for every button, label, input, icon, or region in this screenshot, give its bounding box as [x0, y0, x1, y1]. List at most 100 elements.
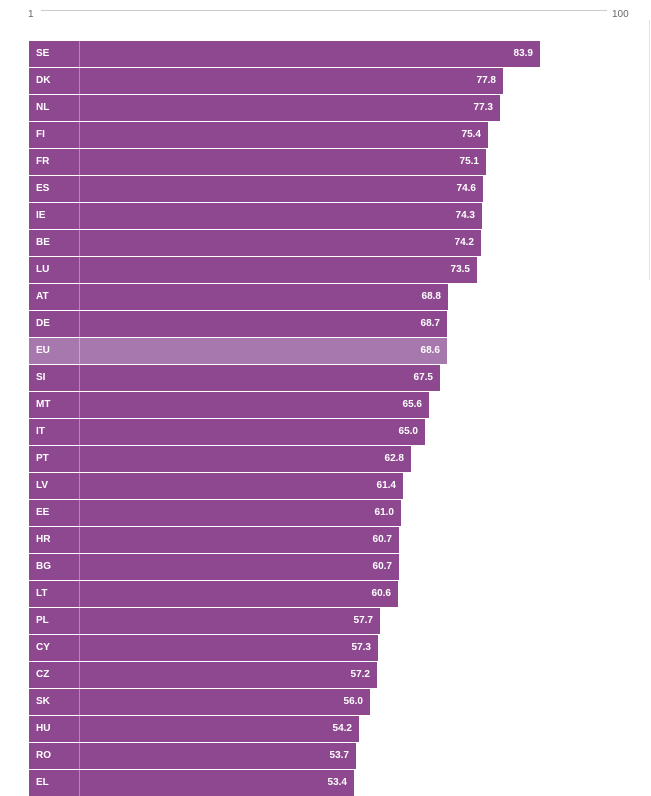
bar: MT 65.6 — [29, 392, 429, 418]
label-separator — [79, 716, 80, 742]
value-label: 74.6 — [456, 183, 476, 194]
category-label: HU — [36, 723, 51, 734]
category-label: IT — [36, 426, 45, 437]
category-label: PT — [36, 453, 49, 464]
value-label: 65.6 — [402, 399, 422, 410]
label-separator — [79, 419, 80, 445]
bar: LT 60.6 — [29, 581, 398, 607]
category-label: FI — [36, 129, 45, 140]
label-separator — [79, 176, 80, 202]
bar: EU 68.6 — [29, 338, 447, 364]
bar: PT 62.8 — [29, 446, 411, 472]
value-label: 60.7 — [372, 561, 392, 572]
category-label: LU — [36, 264, 50, 275]
category-label: LT — [36, 588, 48, 599]
bar: LU 73.5 — [29, 257, 477, 283]
label-separator — [79, 257, 80, 283]
label-separator — [79, 41, 80, 67]
bar: SK 56.0 — [29, 689, 370, 715]
bar: FR 75.1 — [29, 149, 486, 175]
category-label: FR — [36, 156, 50, 167]
label-separator — [79, 311, 80, 337]
value-label: 77.3 — [473, 102, 493, 113]
label-separator — [79, 554, 80, 580]
label-separator — [79, 365, 80, 391]
value-label: 53.7 — [329, 750, 349, 761]
category-label: BE — [36, 237, 50, 248]
bar: DK 77.8 — [29, 68, 503, 94]
label-separator — [79, 608, 80, 634]
bar: SE 83.9 — [29, 41, 540, 67]
category-label: BG — [36, 561, 51, 572]
category-label: CY — [36, 642, 50, 653]
category-label: CZ — [36, 669, 50, 680]
value-label: 61.4 — [376, 480, 396, 491]
value-label: 54.2 — [332, 723, 352, 734]
value-label: 68.8 — [421, 291, 441, 302]
label-separator — [79, 446, 80, 472]
label-separator — [79, 203, 80, 229]
bar: LV 61.4 — [29, 473, 403, 499]
label-separator — [79, 473, 80, 499]
label-separator — [79, 392, 80, 418]
scale-min-label: 1 — [28, 9, 34, 20]
category-label: IE — [36, 210, 46, 221]
label-separator — [79, 581, 80, 607]
label-separator — [79, 527, 80, 553]
bar: DE 68.7 — [29, 311, 447, 337]
value-label: 57.2 — [350, 669, 370, 680]
label-separator — [79, 662, 80, 688]
bar: HU 54.2 — [29, 716, 359, 742]
value-label: 75.1 — [459, 156, 479, 167]
bar: AT 68.8 — [29, 284, 448, 310]
label-separator — [79, 500, 80, 526]
label-separator — [79, 95, 80, 121]
label-separator — [79, 338, 80, 364]
bar: HR 60.7 — [29, 527, 399, 553]
value-label: 73.5 — [450, 264, 470, 275]
value-label: 61.0 — [374, 507, 394, 518]
bar: NL 77.3 — [29, 95, 500, 121]
value-label: 67.5 — [413, 372, 433, 383]
value-label: 57.7 — [353, 615, 373, 626]
value-label: 83.9 — [513, 48, 533, 59]
label-separator — [79, 770, 80, 796]
bar: BE 74.2 — [29, 230, 481, 256]
category-label: SI — [36, 372, 46, 383]
label-separator — [79, 689, 80, 715]
value-label: 68.7 — [420, 318, 440, 329]
value-label: 53.4 — [327, 777, 347, 788]
bar: IT 65.0 — [29, 419, 425, 445]
category-label: SE — [36, 48, 50, 59]
bar: PL 57.7 — [29, 608, 380, 634]
value-label: 60.6 — [371, 588, 391, 599]
bar: RO 53.7 — [29, 743, 356, 769]
value-label: 56.0 — [343, 696, 363, 707]
category-label: EL — [36, 777, 49, 788]
value-label: 74.3 — [455, 210, 475, 221]
category-label: ES — [36, 183, 50, 194]
category-label: DK — [36, 75, 51, 86]
category-label: NL — [36, 102, 50, 113]
category-label: SK — [36, 696, 50, 707]
label-separator — [79, 68, 80, 94]
value-label: 60.7 — [372, 534, 392, 545]
category-label: DE — [36, 318, 50, 329]
label-separator — [79, 635, 80, 661]
value-label: 75.4 — [461, 129, 481, 140]
category-label: PL — [36, 615, 49, 626]
category-label: RO — [36, 750, 51, 761]
category-label: EU — [36, 345, 50, 356]
value-label: 65.0 — [398, 426, 418, 437]
bar: EE 61.0 — [29, 500, 401, 526]
label-separator — [79, 743, 80, 769]
value-label: 77.8 — [476, 75, 496, 86]
bar: CY 57.3 — [29, 635, 378, 661]
category-label: MT — [36, 399, 51, 410]
bar: FI 75.4 — [29, 122, 488, 148]
label-separator — [79, 230, 80, 256]
category-label: LV — [36, 480, 49, 491]
value-label: 62.8 — [384, 453, 404, 464]
bar: CZ 57.2 — [29, 662, 377, 688]
category-label: EE — [36, 507, 50, 518]
